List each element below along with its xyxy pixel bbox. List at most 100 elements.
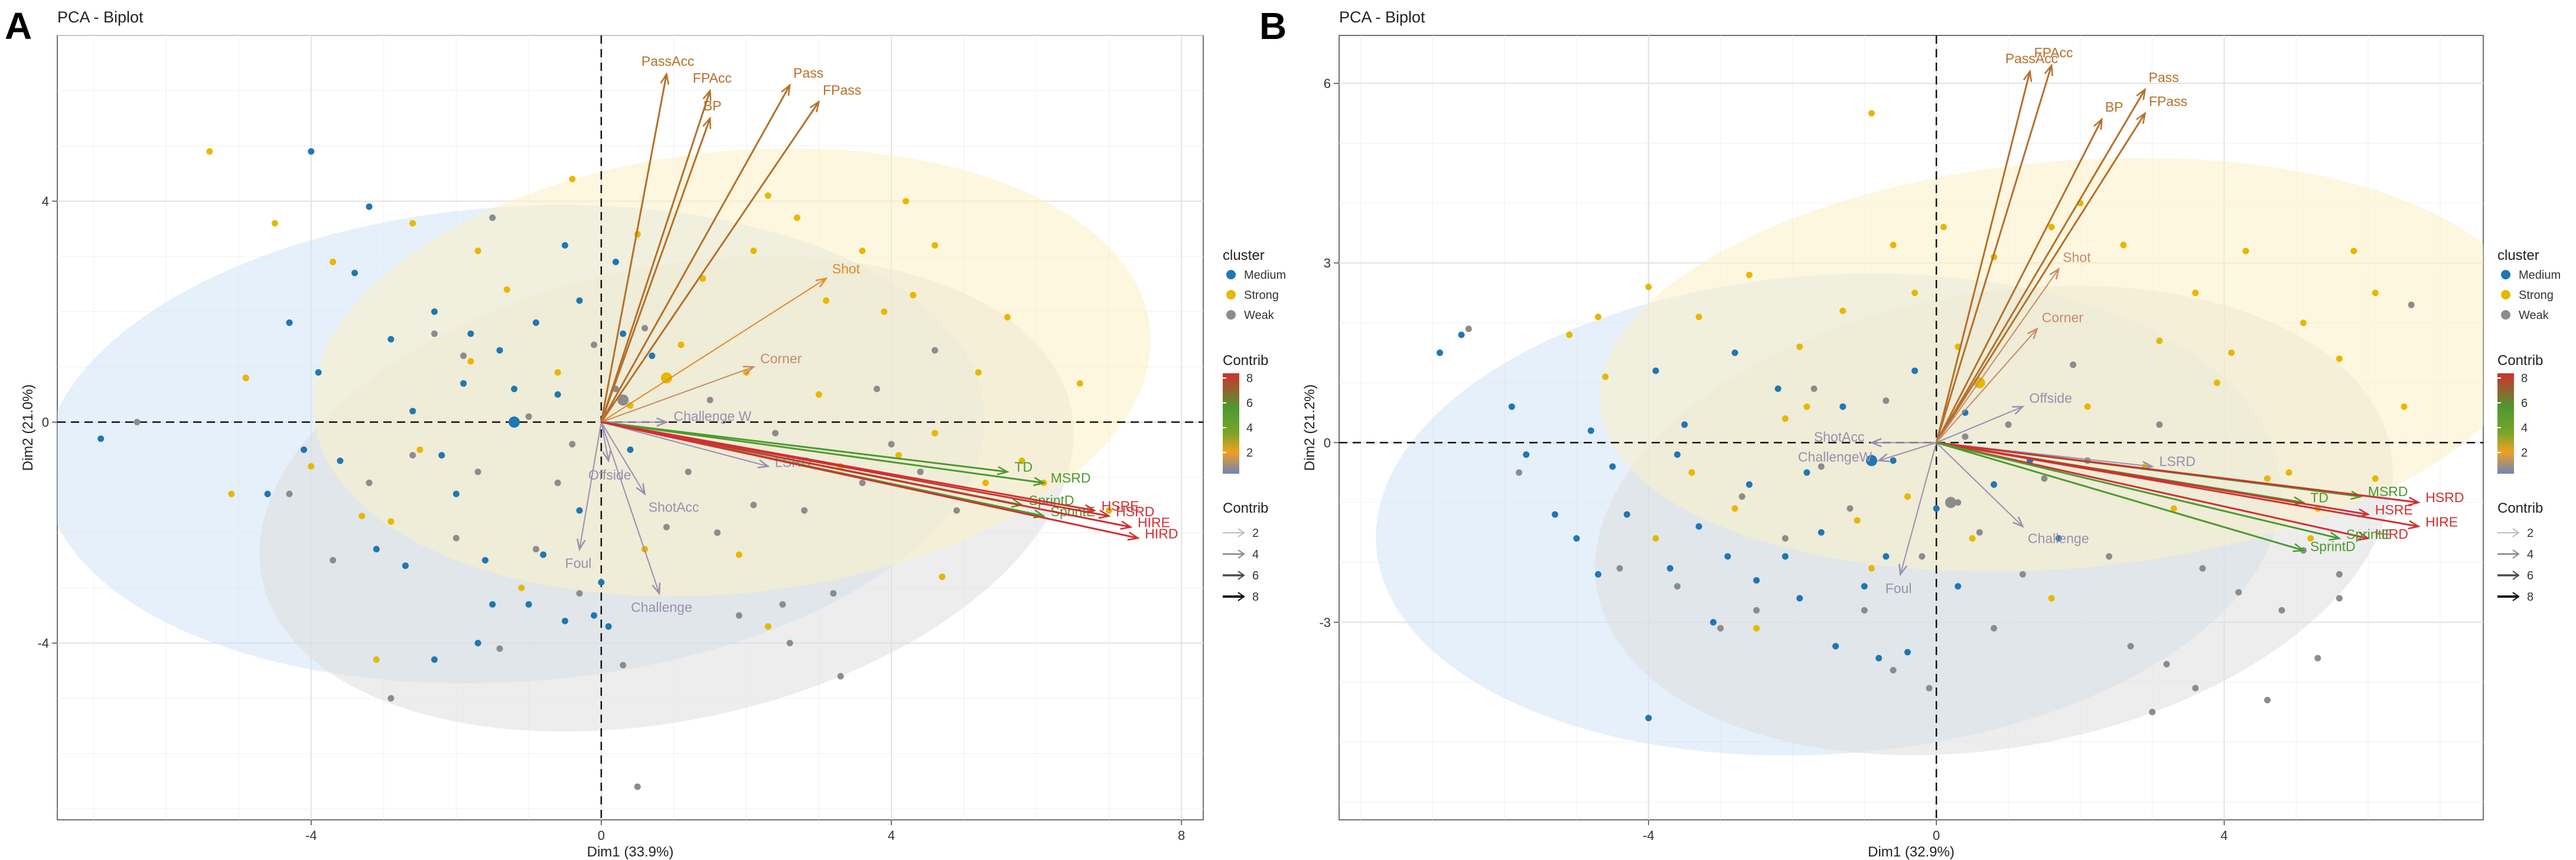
point-medium (576, 297, 583, 304)
variable-arrow (1935, 65, 2053, 443)
point-weak (460, 352, 467, 359)
point-medium (576, 507, 583, 514)
variable-label: BP (2105, 99, 2124, 115)
variable-label: FPass (823, 82, 861, 97)
point-medium (1933, 505, 1940, 512)
point-medium (1774, 385, 1782, 392)
colorbar-tick-label: 8 (2521, 372, 2528, 385)
point-weak (1465, 325, 1472, 333)
point-medium (452, 490, 460, 497)
variable-label: ShotAcc (649, 499, 699, 514)
colorbar-tick-label: 8 (1246, 372, 1253, 385)
point-weak (554, 480, 561, 487)
point-strong (1839, 307, 1846, 314)
point-medium (1832, 643, 1839, 650)
point-strong (518, 584, 525, 591)
point-strong (910, 292, 917, 299)
colorbar-tick-label: 2 (2521, 447, 2528, 460)
variable-arrow (600, 74, 667, 422)
variable-arrowhead (1877, 453, 1890, 462)
point-weak (496, 645, 503, 652)
legend-arrow-head (2512, 592, 2520, 601)
variable-arrowhead (1098, 509, 1111, 519)
point-weak (1890, 667, 1897, 674)
point-strong (1595, 313, 1602, 320)
colorbar-tick-label: 4 (2521, 422, 2528, 435)
variable-arrow (601, 421, 1109, 517)
point-weak (859, 480, 866, 487)
point-weak (837, 673, 844, 680)
point-strong (271, 220, 278, 227)
legend-label-strong: Strong (2519, 289, 2554, 302)
variable-arrow (600, 84, 791, 423)
point-strong (793, 214, 800, 221)
x-tick-label: -4 (305, 828, 317, 843)
point-strong (242, 374, 249, 382)
point-weak (1674, 583, 1681, 590)
colorbar-tick-label: 2 (1246, 447, 1253, 460)
point-medium (1839, 403, 1846, 411)
point-medium (1890, 457, 1897, 464)
legend-arrow-head (2512, 528, 2520, 538)
legend-arrow-head (1237, 592, 1245, 601)
point-strong (1602, 373, 1609, 380)
point-medium (1818, 529, 1825, 536)
variable-label: Challenge (2028, 531, 2089, 546)
point-weak (1782, 535, 1789, 542)
variable-label: HIRD (2375, 526, 2408, 542)
point-medium (649, 352, 656, 359)
variable-arrow (1935, 71, 2031, 443)
variable-label: TD (1014, 459, 1033, 474)
point-strong (1731, 505, 1738, 512)
point-medium (286, 319, 293, 326)
variable-label: MSRD (1051, 470, 1091, 486)
variable-label: HIRD (1145, 526, 1178, 542)
point-medium (627, 446, 634, 453)
point-medium (366, 203, 373, 210)
point-medium (1437, 349, 1444, 356)
variable-label: Foul (1885, 581, 1912, 596)
point-medium (1962, 409, 1969, 416)
variable-arrowhead (2292, 496, 2305, 506)
point-weak (2005, 421, 2012, 428)
variable-label: TD (2310, 490, 2329, 506)
chart-title: PCA - Biplot (1339, 8, 1425, 26)
variable-arrowhead (1870, 438, 1882, 448)
point-strong (2120, 242, 2127, 249)
point-medium (351, 269, 358, 276)
chart-title: PCA - Biplot (57, 8, 144, 26)
legend-swatch-strong (1226, 290, 1236, 299)
point-strong (2048, 595, 2055, 602)
x-tick-label: 8 (1178, 828, 1185, 843)
variable-label: ShotAcc (1814, 429, 1865, 444)
point-weak (714, 529, 721, 536)
variable-arrowhead (2408, 496, 2421, 506)
variable-arrowhead (1033, 477, 1046, 487)
point-strong (1745, 271, 1753, 278)
legend-swatch-weak (1226, 310, 1236, 320)
variable-label: Offside (2029, 390, 2072, 406)
point-strong (2307, 535, 2314, 542)
point-medium (402, 562, 409, 569)
point-strong (939, 574, 946, 581)
point-medium (1875, 654, 1883, 662)
point-medium (1731, 349, 1738, 356)
panel-letter: B (1259, 5, 1287, 47)
point-strong (2156, 337, 2163, 344)
point-strong (699, 275, 706, 282)
variable-label: FPAcc (2034, 45, 2073, 60)
point-strong (2336, 355, 2343, 362)
point-medium (431, 656, 438, 663)
variable-arrowhead (809, 100, 820, 113)
point-weak (330, 556, 337, 563)
variable-label: LSRD (2160, 454, 2196, 469)
legend-arrow-label: 8 (2527, 591, 2533, 604)
point-medium (97, 435, 105, 442)
point-medium (598, 579, 605, 586)
variable-label: HIRE (2425, 514, 2458, 529)
point-medium (561, 242, 568, 249)
variable-arrowhead (577, 538, 586, 552)
variable-arrow (600, 422, 660, 594)
point-weak (750, 501, 757, 509)
